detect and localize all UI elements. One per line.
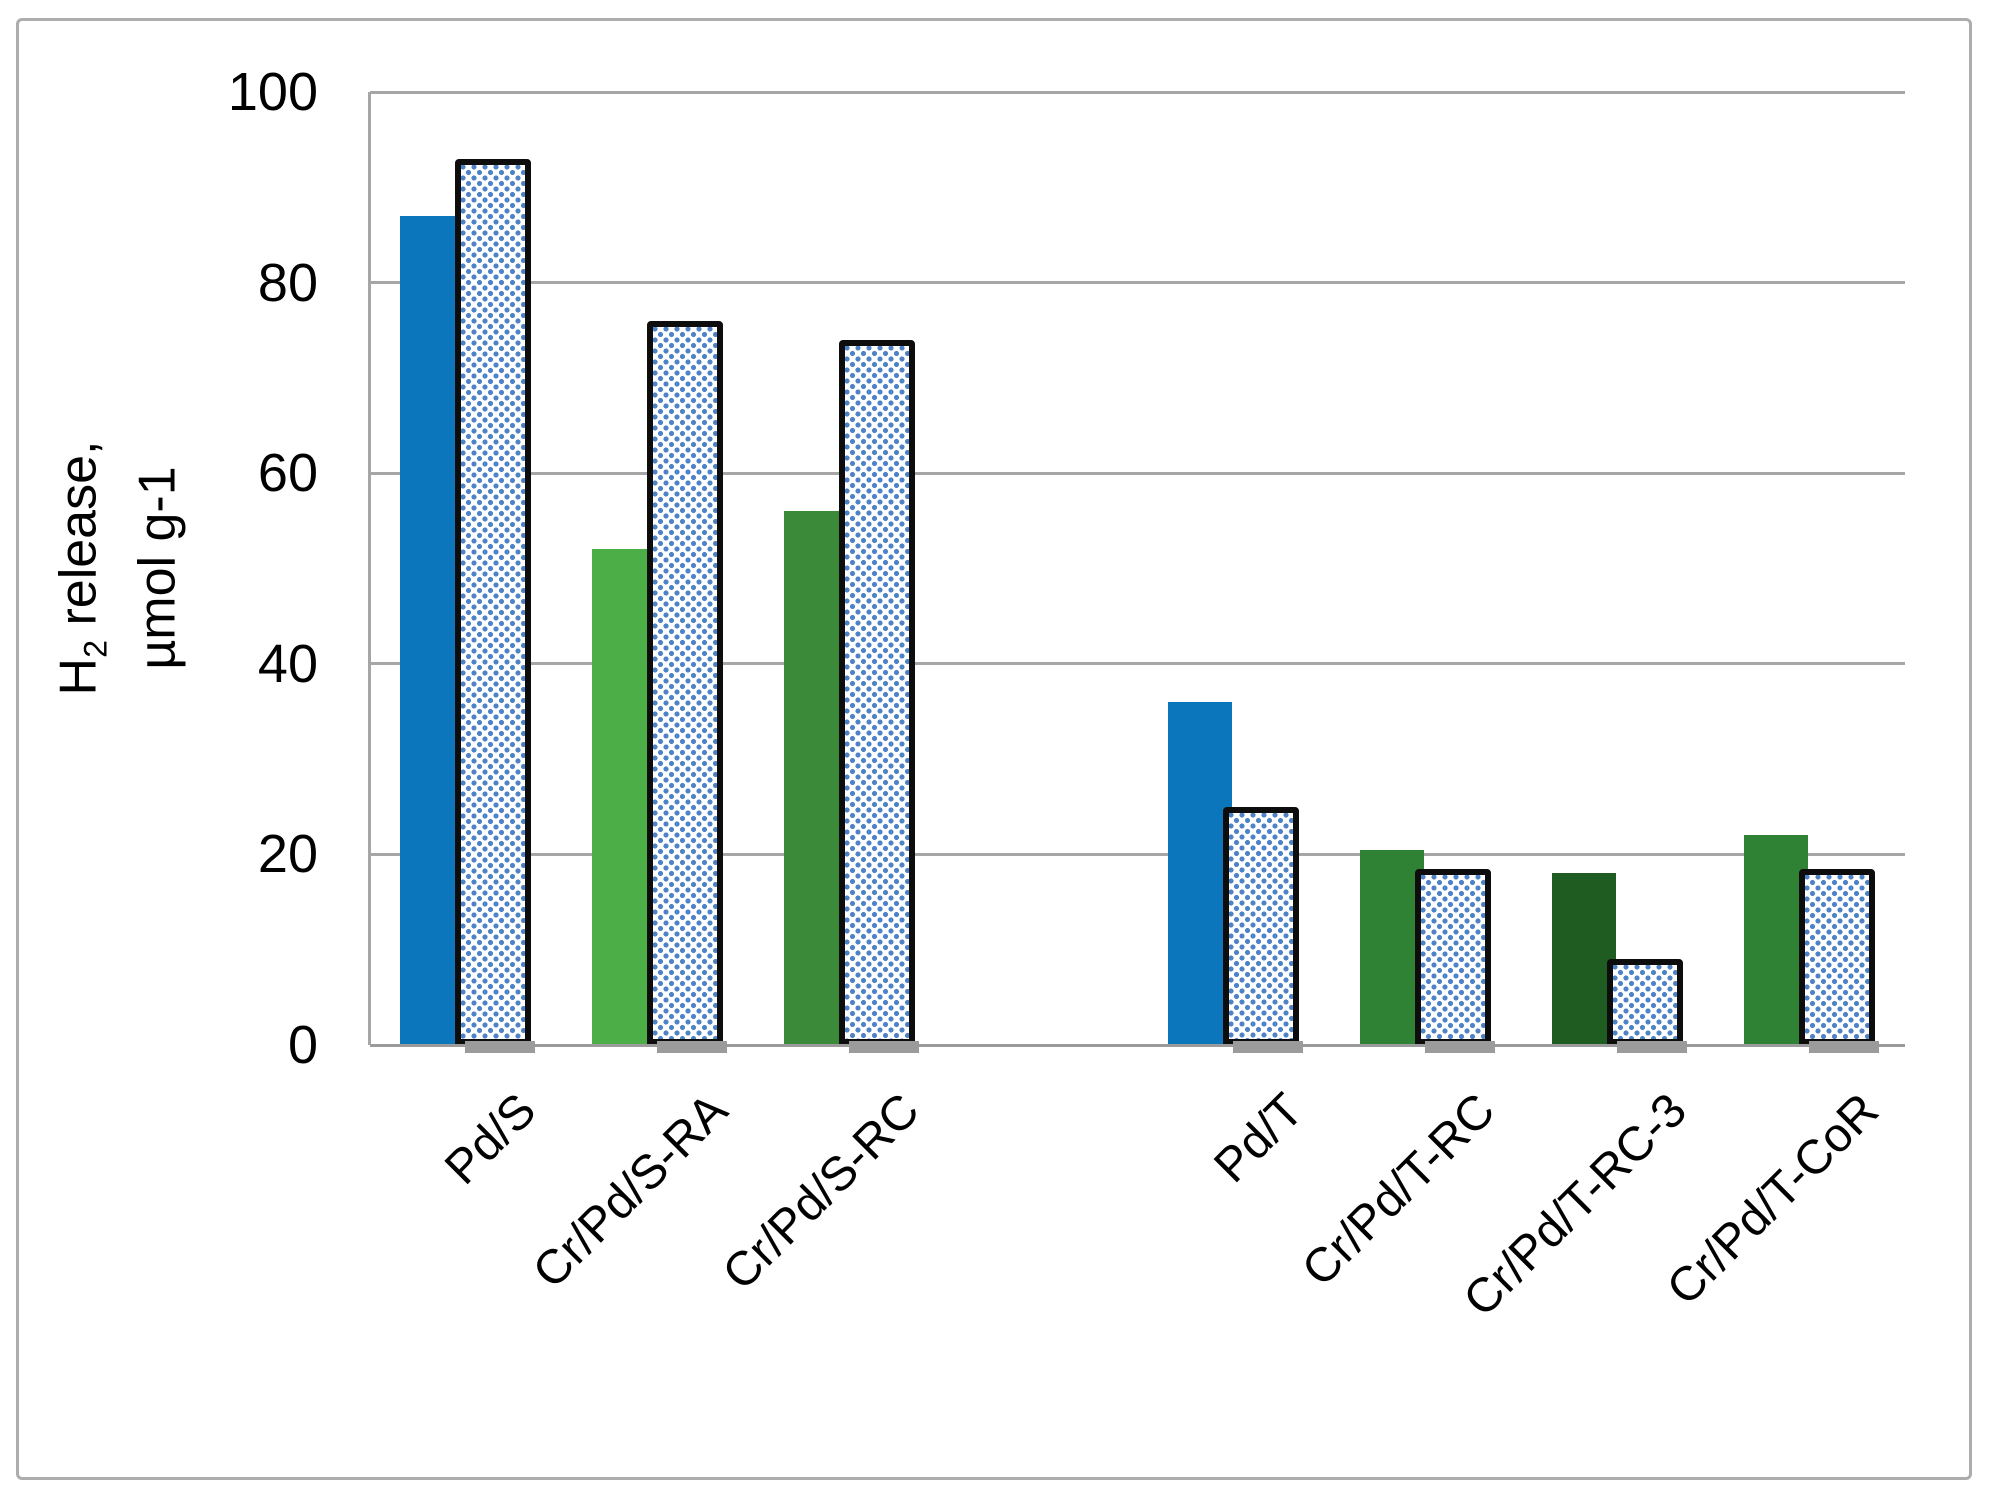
category-slot-Pd/T (1138, 92, 1330, 1054)
bar-solid-Cr/Pd/T-RC (1359, 849, 1424, 1045)
gridline-100 (370, 90, 1905, 94)
bar-series-container (370, 92, 1905, 1054)
category-slot-Cr/Pd/T-CoR (1713, 92, 1905, 1054)
x-label-Pd/S: Pd/S (435, 1083, 547, 1195)
x-label-Cr/Pd/S-RC: Cr/Pd/S-RC (713, 1083, 930, 1301)
gridline-60 (370, 471, 1905, 475)
category-slot-Cr/Pd/T-RC-3 (1521, 92, 1713, 1053)
y-axis-line (368, 92, 371, 1045)
bar-dotted-Cr/Pd/T-RC-3 (1606, 959, 1687, 1053)
y-tick-label-20: 20 (257, 824, 318, 885)
y-tick-label-40: 40 (257, 633, 318, 694)
bar-solid-Cr/Pd/S-RC (784, 511, 849, 1045)
bar-dotted-Cr/Pd/S-RC (839, 339, 920, 1054)
gridline-80 (370, 281, 1905, 285)
bar-solid-Cr/Pd/T-RC-3 (1551, 873, 1616, 1045)
bar-dotted-Cr/Pd/T-CoR (1798, 868, 1879, 1054)
bar-solid-Pd/T (1167, 701, 1232, 1045)
category-slot-Cr/Pd/S-RC (754, 92, 946, 1054)
y-axis-tick-labels: 0 20 40 60 80 100 (0, 62, 340, 1075)
bar-dotted-Cr/Pd/S-RA (647, 320, 728, 1054)
category-slot-Pd/S (370, 92, 562, 1054)
category-slot-Cr/Pd/T-RC (1329, 92, 1521, 1054)
category-slot-empty (946, 92, 1138, 1045)
bar-dotted-Pd/S (455, 158, 536, 1054)
bar-solid-Cr/Pd/T-CoR (1743, 835, 1808, 1045)
gridline-20 (370, 852, 1905, 856)
bar-solid-Pd/S (400, 215, 465, 1045)
y-tick-label-100: 100 (227, 62, 318, 122)
y-tick-label-60: 60 (257, 443, 318, 504)
x-label-Pd/T: Pd/T (1204, 1083, 1314, 1193)
y-tick-label-80: 80 (257, 252, 318, 313)
x-label-Cr/Pd/T-RC: Cr/Pd/T-RC (1292, 1083, 1506, 1297)
bar-dotted-Cr/Pd/T-RC (1414, 868, 1495, 1054)
x-axis-baseline (370, 1043, 1905, 1047)
y-tick-label-0: 0 (287, 1015, 318, 1075)
x-label-Cr/Pd/S-RA: Cr/Pd/S-RA (523, 1083, 738, 1299)
plot-area (368, 90, 1905, 1054)
category-slot-Cr/Pd/S-RA (562, 92, 754, 1054)
bar-dotted-Pd/T (1222, 806, 1303, 1054)
gridline-40 (370, 662, 1905, 666)
bar-solid-Cr/Pd/S-RA (592, 549, 657, 1045)
x-axis-category-labels: Pd/S Cr/Pd/S-RA Cr/Pd/S-RC Pd/T Cr/Pd/T-RC Cr… (370, 1055, 1905, 1475)
figure-border (16, 18, 1972, 1480)
